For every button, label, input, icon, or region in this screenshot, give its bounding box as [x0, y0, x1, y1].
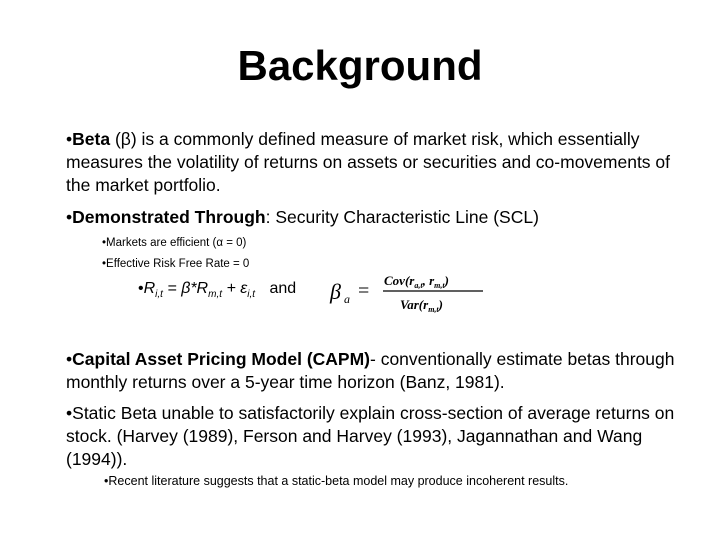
bullet-mark: •	[66, 403, 73, 423]
beta-formula-image: β a = Cov(ra,t, rm,t) Var(rm,t)	[328, 266, 488, 320]
eq-and: and	[269, 280, 297, 297]
formula-num-sub2: m,t	[434, 281, 445, 290]
eq-epsilon: + ε	[222, 280, 248, 297]
formula-beta-sub: a	[344, 292, 350, 306]
sub-bullet-recent-literature: •Recent literature suggests that a stati…	[104, 474, 568, 488]
capm-term: Capital Asset Pricing Model (CAPM)	[72, 349, 370, 369]
beta-definition: (β) is a commonly defined measure of mar…	[66, 129, 671, 195]
bullet-mark: •	[66, 129, 73, 149]
bullet-capm: •Capital Asset Pricing Model (CAPM)- con…	[66, 348, 686, 394]
bullet-mark: •	[66, 349, 73, 369]
eq-r-sub: i,t	[155, 289, 163, 301]
bullet-mark: •	[102, 258, 107, 270]
recent-literature-text: Recent literature suggests that a static…	[108, 474, 569, 488]
formula-num-sub1: a,t	[414, 281, 423, 290]
sub-bullet-efficient-text: Markets are efficient (α = 0)	[106, 237, 247, 249]
sub-bullet-efficient: •Markets are efficient (α = 0)	[102, 236, 246, 250]
eq-epsilon-sub: i,t	[247, 289, 256, 301]
beta-term: Beta	[72, 129, 111, 149]
sub-bullet-risk-free: •Effective Risk Free Rate = 0	[102, 257, 249, 271]
demonstrated-term: Demonstrated Through	[72, 207, 266, 227]
bullet-mark: •	[104, 474, 109, 488]
formula-den-end: )	[438, 297, 443, 312]
slide-title: Background	[237, 42, 483, 89]
eq-r: R	[143, 280, 156, 297]
bullet-mark: •	[66, 207, 73, 227]
demonstrated-text: : Security Characteristic Line (SCL)	[265, 207, 539, 227]
formula-denominator: Var(rm,t)	[400, 297, 443, 314]
formula-den-sub: m,t	[428, 305, 439, 314]
formula-den-var: Var(r	[400, 297, 429, 312]
capm-text: - conventionally estimate betas through …	[66, 349, 675, 392]
bullet-demonstrated: •Demonstrated Through: Security Characte…	[66, 206, 686, 229]
formula-beta: β	[329, 279, 341, 304]
formula-num-cov: Cov(r	[384, 273, 415, 288]
formula-equals: =	[358, 280, 369, 302]
bullet-static-beta: •Static Beta unable to satisfactorily ex…	[66, 402, 686, 471]
bullet-mark: •	[138, 280, 144, 297]
bullet-beta: •Beta (β) is a commonly defined measure …	[66, 128, 686, 197]
formula-num-end: )	[444, 273, 449, 288]
beta-formula-svg: β a = Cov(ra,t, rm,t) Var(rm,t)	[329, 273, 483, 314]
eq-beta-rm: = β*R	[162, 280, 209, 297]
eq-rm-sub: m,t	[208, 289, 222, 301]
formula-num-mid: , r	[422, 273, 436, 288]
bullet-mark: •	[102, 237, 107, 249]
sub-bullet-risk-free-text: Effective Risk Free Rate = 0	[106, 258, 250, 270]
formula-numerator: Cov(ra,t, rm,t)	[384, 273, 449, 290]
scl-equation: •Ri,t = β*Rm,t + εi,t and	[138, 280, 296, 300]
static-beta-text: Static Beta unable to satisfactorily exp…	[66, 403, 675, 469]
